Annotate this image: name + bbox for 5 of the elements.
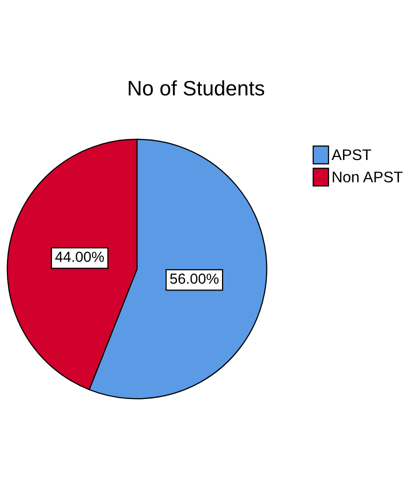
data-label: 56.00%: [170, 274, 219, 284]
legend-label: Non APST: [332, 172, 403, 182]
data-label: 44.00%: [55, 252, 104, 262]
chart-title: No of Students: [128, 80, 264, 96]
legend-label: APST: [332, 149, 372, 160]
